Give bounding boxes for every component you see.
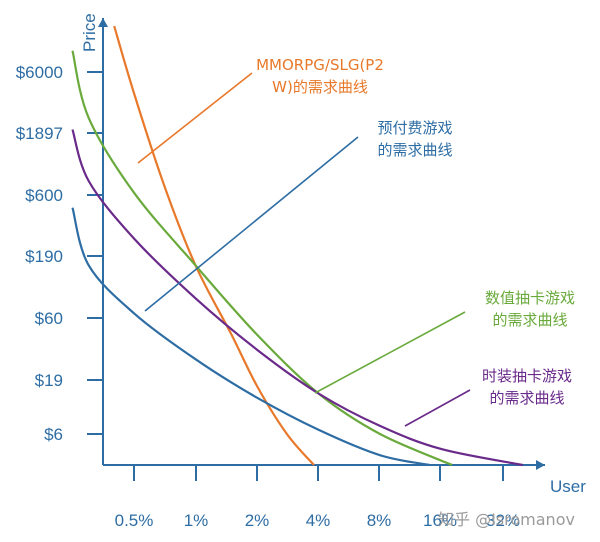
y-axis-title: Price [80,13,99,52]
annotation-leaders [137,72,471,427]
watermark: 知乎 @Isromanov [438,510,575,529]
y-tick-label: $6 [44,425,63,444]
stat-gacha-demand-curve [71,50,453,467]
stat-gacha-label: 数值抽卡游戏的需求曲线 [485,289,575,329]
y-tick-label: $1897 [16,124,63,143]
x-tick-label: 4% [306,511,331,530]
prepaid-demand-curve [71,207,430,467]
labels: MMORPG/SLG(P2 W)的需求曲线预付费游戏的需求曲线数值抽卡游戏的需求曲… [256,56,575,407]
y-tick-label: $19 [35,371,63,390]
y-tick-label: $600 [25,186,63,205]
mmorpg-demand-curve [113,25,315,466]
x-tick-label: 8% [367,511,392,530]
x-tick-label: 1% [184,511,209,530]
cosmetic-gacha-leader [404,389,471,427]
mmorpg-label: MMORPG/SLG(P2 W)的需求曲线 [256,56,384,96]
x-tick-label: 0.5% [115,511,154,530]
prepaid-label: 预付费游戏的需求曲线 [377,119,452,159]
stat-gacha-leader [314,311,466,394]
x-axis-arrow-icon [536,460,545,470]
prepaid-leader [144,136,359,312]
y-tick-label: $6000 [16,63,63,82]
x-tick-label: 16% [423,511,457,530]
y-axis-arrow-icon [98,18,108,27]
x-tick-label: 2% [245,511,270,530]
axes: $6000 $1897 $600 $190 $60 $19 $6 0.5% 1% 2% 4% 8% 16… [16,13,587,530]
cosmetic-gacha-demand-curve [71,129,524,467]
x-axis-title: User [550,477,586,496]
x-tick-label: 32% [486,511,520,530]
cosmetic-gacha-label: 时装抽卡游戏的需求曲线 [482,367,572,407]
y-tick-label: $190 [25,247,63,266]
y-tick-label: $60 [35,309,63,328]
curves [71,25,524,467]
mmorpg-leader [137,72,253,164]
